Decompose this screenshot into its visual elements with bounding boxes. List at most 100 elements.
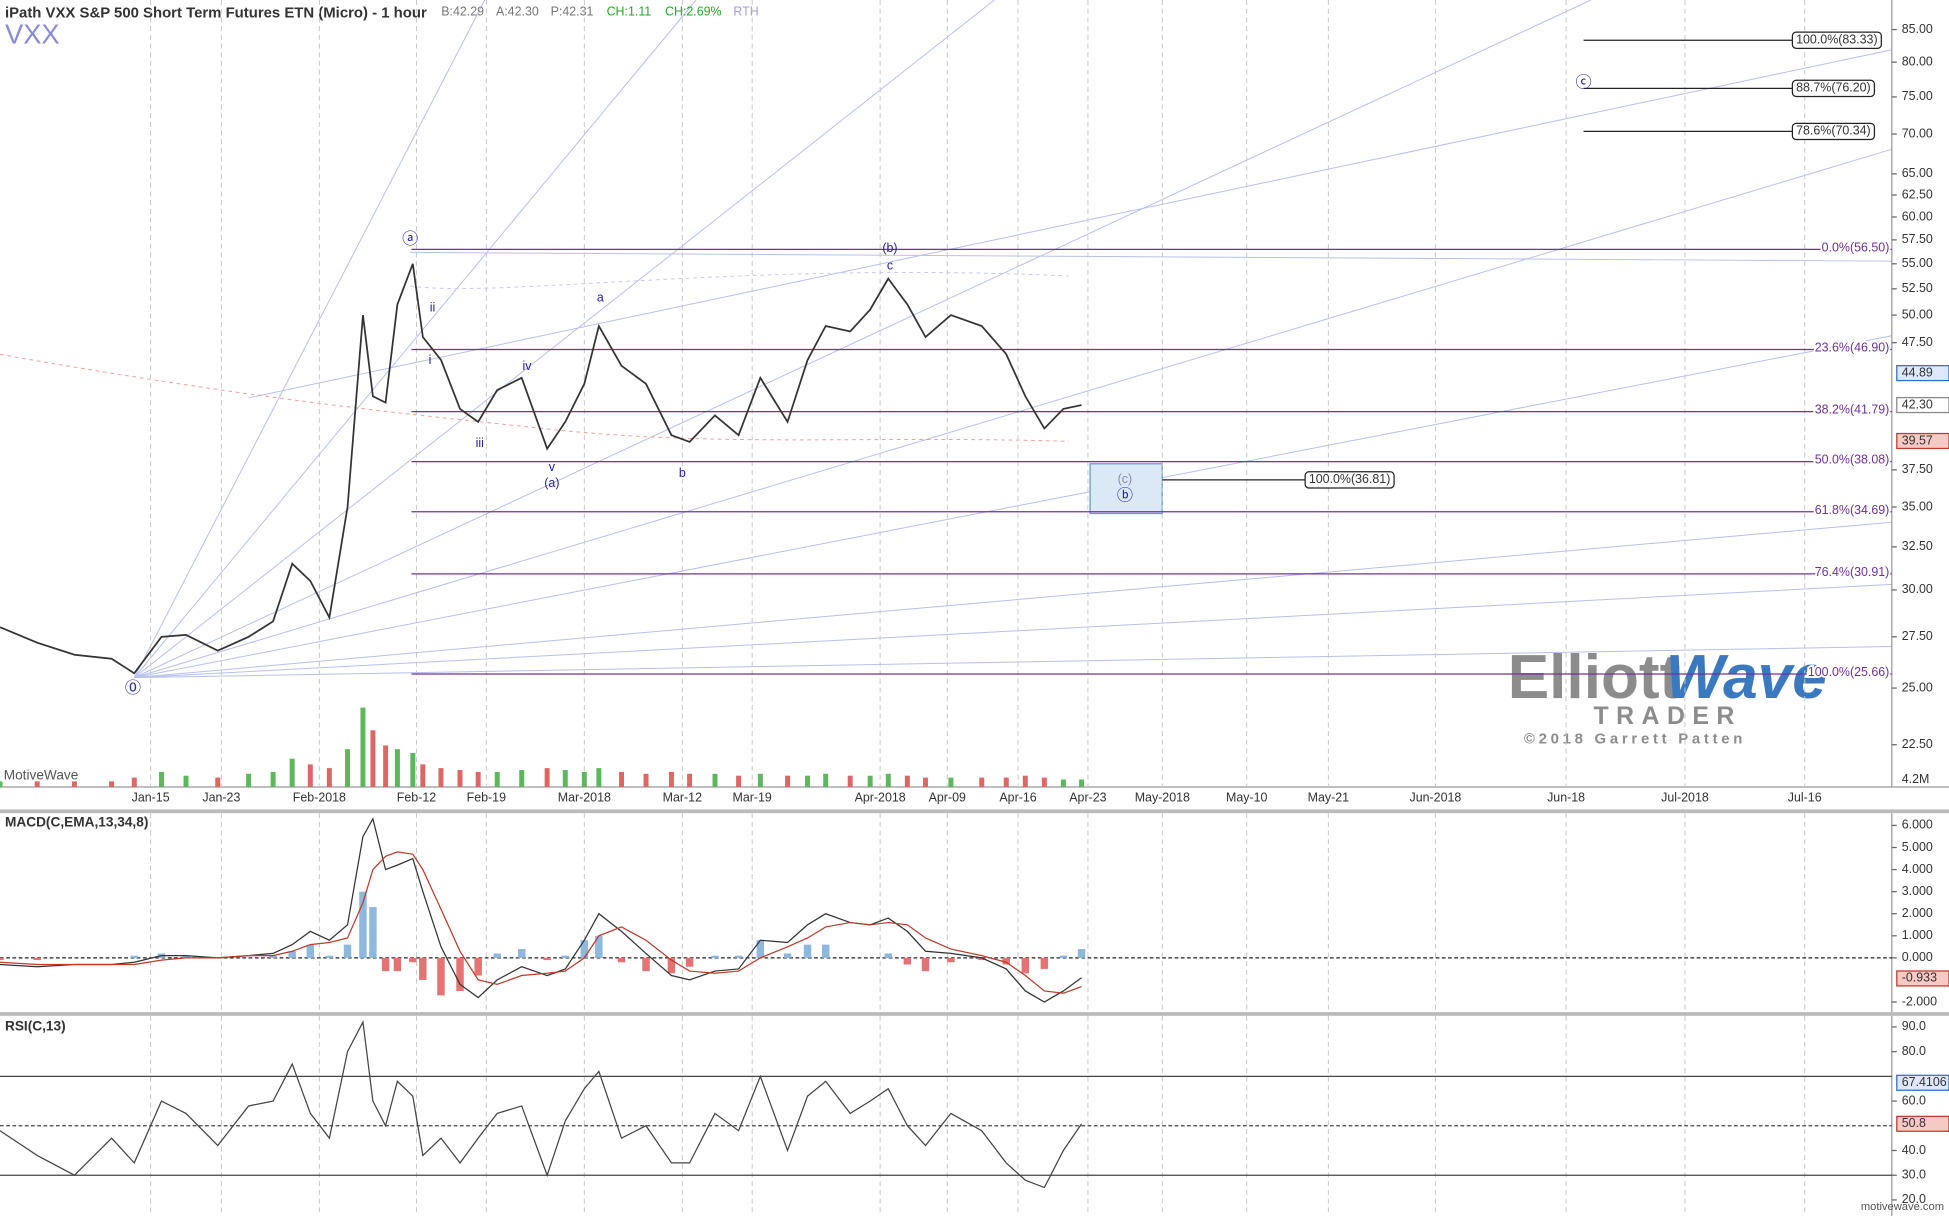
wave-label: ⓒ (1575, 74, 1591, 92)
volume-bar (71, 781, 77, 788)
volume-bar (805, 775, 811, 788)
volume-bar (475, 771, 481, 788)
y-tick-label: 80.0 (1902, 1044, 1926, 1058)
volume-bar (215, 777, 221, 788)
panel-title: RSI(C,13) (5, 1019, 66, 1034)
histogram-bar (978, 957, 986, 961)
x-tick-label: Apr-16 (999, 791, 1036, 805)
wave-label: (b) (882, 241, 897, 255)
histogram-bar (580, 940, 589, 958)
volume-bar (668, 771, 674, 788)
price-marker-label: 42.30 (1902, 397, 1933, 411)
fib-label: 61.8%(34.69) (1815, 503, 1890, 517)
volume-bar (326, 768, 332, 788)
volume-bar (131, 777, 137, 788)
y-tick-label: 37.50 (1902, 462, 1933, 476)
y-tick-label: 2.000 (1902, 906, 1933, 920)
histogram-bar (1040, 957, 1049, 969)
price-marker-box (1896, 1115, 1949, 1132)
price-marker-box (1896, 970, 1949, 987)
y-tick-label: 35.00 (1902, 499, 1933, 513)
volume-bar (289, 758, 295, 788)
y-tick-label: 4.000 (1902, 862, 1933, 876)
volume-bar (581, 771, 587, 788)
histogram-bar (595, 935, 603, 958)
price-marker-box (1896, 396, 1949, 414)
y-tick-label: 90.0 (1902, 1019, 1926, 1033)
y-tick-label: 40.0 (1902, 1143, 1926, 1157)
volume-bar (823, 773, 829, 788)
histogram-bar (921, 957, 930, 972)
histogram-bar (474, 957, 482, 976)
extension-box (1791, 31, 1882, 49)
quote-field: A:42.30 (496, 5, 539, 19)
price-marker-box (1896, 1074, 1949, 1091)
volume-bar (420, 764, 426, 788)
histogram-bar (642, 957, 650, 972)
volume-bar (544, 768, 550, 788)
histogram-bar (561, 955, 570, 958)
histogram-bar (409, 957, 417, 963)
histogram-bar (667, 957, 676, 974)
y-tick-label: 27.50 (1902, 629, 1933, 643)
histogram-bar (437, 957, 445, 996)
y-tick-label: 0.000 (1902, 950, 1933, 964)
wave-label: (c) (1118, 472, 1132, 486)
chart-title: iPath VXX S&P 500 Short Term Futures ETN… (5, 6, 427, 22)
histogram-bar (1077, 949, 1086, 958)
y-tick-label: 52.50 (1902, 281, 1933, 295)
y-tick-label: 80.00 (1902, 54, 1933, 68)
histogram-bar (393, 957, 402, 972)
histogram-bar (617, 957, 626, 963)
price-line (0, 263, 1082, 675)
target-zone (1089, 463, 1163, 515)
footer-brand: MotiveWave (4, 767, 79, 782)
x-tick-label: Feb-2018 (293, 791, 346, 805)
histogram-bar (711, 955, 719, 958)
volume-bar (1003, 777, 1009, 788)
histogram-bar (381, 957, 390, 972)
histogram-bar (685, 957, 694, 967)
volume-bar (1060, 779, 1066, 788)
signal-line (0, 851, 1082, 994)
histogram-bar (884, 953, 893, 958)
volume-bar (619, 771, 625, 788)
histogram-bar (0, 957, 4, 961)
volume-bar (394, 749, 400, 788)
y-tick-label: 85.00 (1902, 22, 1933, 36)
quote-field: B:42.29 (441, 5, 484, 19)
histogram-bar (1059, 955, 1068, 958)
wave-label: c (887, 258, 893, 272)
y-tick-label: 1.000 (1902, 928, 1933, 942)
fib-label: 0.0%(56.50) (1822, 240, 1890, 254)
fib-label: 23.6%(46.90) (1815, 341, 1890, 355)
volume-bar (687, 773, 693, 788)
y-tick-label: 6.000 (1902, 818, 1933, 832)
extension-label: 78.6%(70.34) (1796, 124, 1871, 138)
histogram-bar (419, 957, 427, 980)
volume-bar (183, 775, 189, 788)
y-tick-label: 30.0 (1902, 1167, 1926, 1181)
wave-label: iii (476, 436, 484, 450)
fib-label: 76.4%(30.91) (1815, 565, 1890, 579)
extension-label: 88.7%(76.20) (1796, 81, 1871, 95)
watermark: Elliott Wave TRADER ©2018 Garrett Patten (1508, 643, 1827, 748)
volume-bar (383, 745, 389, 788)
quote-field: CH:2.69% (665, 5, 722, 19)
y-tick-label: 65.00 (1902, 166, 1933, 180)
quote-field: CH:1.11 (607, 5, 652, 19)
volume-bar (1041, 777, 1047, 788)
x-tick-label: May-10 (1226, 791, 1268, 805)
x-tick-label: Mar-19 (733, 791, 772, 805)
histogram-bar (288, 951, 296, 958)
wave-label: i (429, 353, 432, 367)
histogram-bar (1002, 957, 1010, 965)
volume-bar (847, 775, 853, 788)
volume-bar (757, 773, 763, 788)
volume-bar (34, 781, 40, 788)
x-tick-label: May-21 (1308, 791, 1350, 805)
y-tick-label: 75.00 (1902, 89, 1933, 103)
